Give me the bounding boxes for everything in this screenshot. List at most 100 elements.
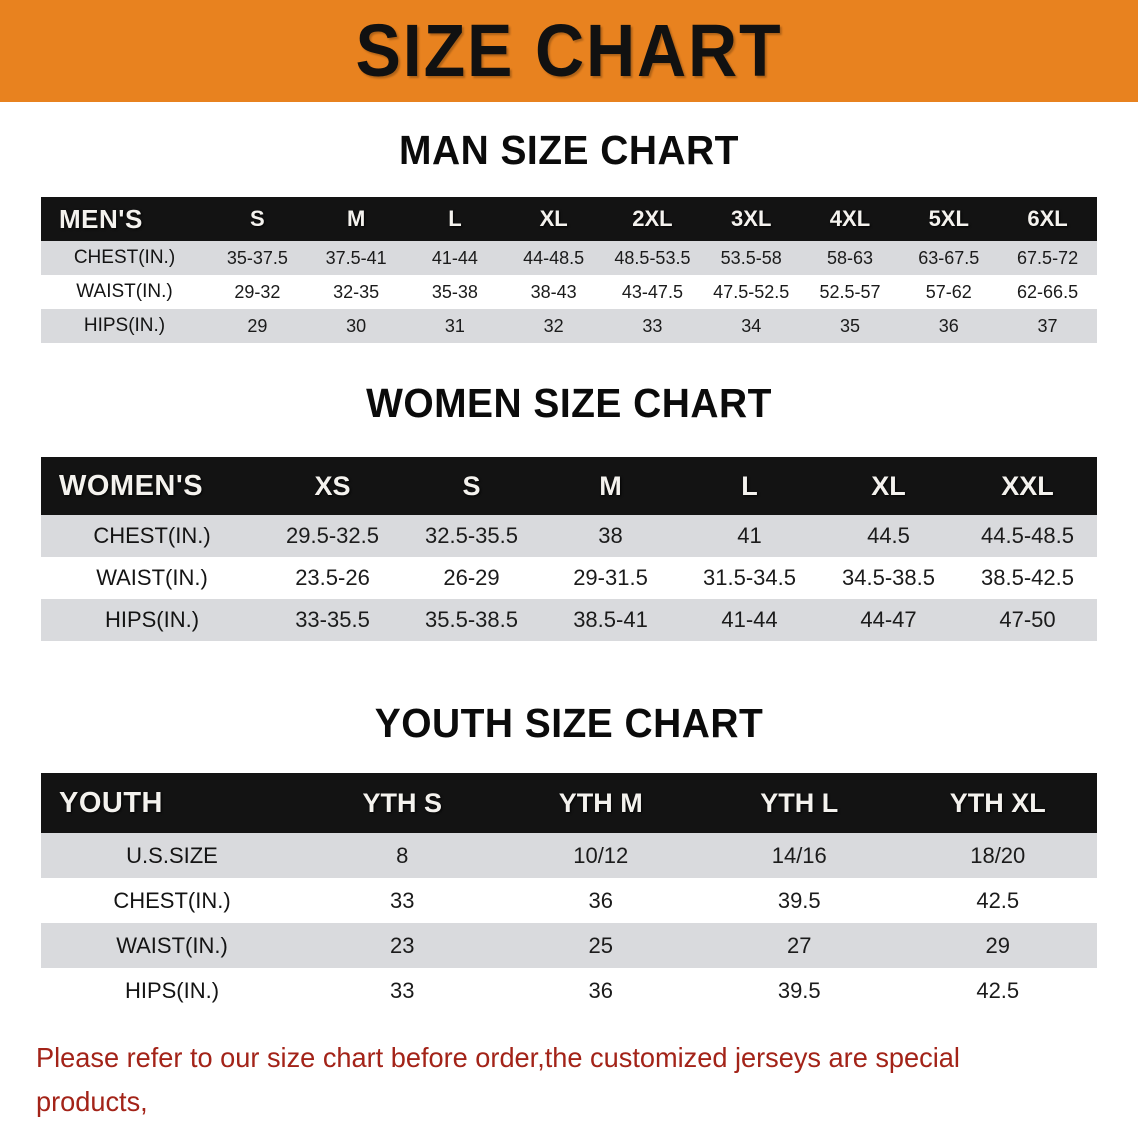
men-measurement-cell: 32	[543, 315, 564, 336]
youth-size-table: YOUTH YTH S YTH M YTH L YTH XL U.S.SIZE 8 10/…	[41, 773, 1097, 1013]
women-measurement-cell: 41-44	[721, 607, 778, 632]
youth-table-row: HIPS(IN.) 33 36 39.5 42.5	[41, 968, 1097, 1013]
men-column-header: 3XL	[731, 206, 772, 231]
men-row-label: CHEST(IN.)	[73, 247, 176, 268]
men-measurement-cell: 34	[741, 315, 762, 336]
women-row-label: WAIST(IN.)	[96, 565, 208, 590]
youth-row-label: HIPS(IN.)	[124, 977, 220, 1003]
youth-measurement-cell: 42.5	[976, 977, 1020, 1003]
women-measurement-cell: 32.5-35.5	[425, 523, 518, 548]
men-measurement-cell: 32-35	[333, 281, 380, 302]
youth-measurement-cell: 14/16	[771, 842, 827, 868]
footer-line-1: Please refer to our size chart before or…	[36, 1042, 960, 1117]
youth-measurement-cell: 10/12	[573, 842, 629, 868]
women-measurement-cell: 38.5-42.5	[981, 565, 1074, 590]
men-row-label: WAIST(IN.)	[76, 281, 173, 302]
men-table-row: CHEST(IN.) 35-37.5 37.5-41 41-44 44-48.5 48.5…	[41, 241, 1097, 275]
men-table-row: WAIST(IN.) 29-32 32-35 35-38 38-43 43-47.5 47.…	[41, 275, 1097, 309]
women-measurement-cell: 31.5-34.5	[703, 565, 796, 590]
men-measurement-cell: 37	[1037, 315, 1058, 336]
men-measurement-cell: 58-63	[826, 247, 873, 268]
men-column-header: S	[250, 206, 265, 231]
men-row-label: HIPS(IN.)	[83, 315, 166, 336]
youth-measurement-cell: 39.5	[777, 887, 821, 913]
youth-row-label: WAIST(IN.)	[116, 932, 228, 958]
men-measurement-cell: 33	[642, 315, 663, 336]
men-measurement-cell: 53.5-58	[720, 247, 782, 268]
men-measurement-cell: 41-44	[431, 247, 478, 268]
youth-measurement-cell: 42.5	[976, 887, 1020, 913]
youth-measurement-cell: 25	[588, 932, 613, 958]
men-table-body: CHEST(IN.) 35-37.5 37.5-41 41-44 44-48.5 48.5…	[41, 241, 1097, 343]
women-table-body: CHEST(IN.) 29.5-32.5 32.5-35.5 38 41 44.5 44.5…	[41, 515, 1097, 641]
section-title-youth: YOUTH SIZE CHART	[374, 700, 764, 746]
youth-measurement-cell: 18/20	[970, 842, 1026, 868]
men-column-header: 2XL	[632, 206, 673, 231]
men-measurement-cell: 48.5-53.5	[614, 247, 691, 268]
women-measurement-cell: 41	[737, 523, 762, 548]
men-table-head: MEN'S S M L XL 2XL 3XL 4XL 5XL 6XL	[41, 197, 1097, 241]
youth-table-row: U.S.SIZE 8 10/12 14/16 18/20	[41, 833, 1097, 878]
women-measurement-cell: 38.5-41	[573, 607, 648, 632]
youth-measurement-cell: 8	[396, 842, 409, 868]
youth-measurement-cell: 36	[588, 977, 613, 1003]
men-measurement-cell: 67.5-72	[1017, 247, 1079, 268]
women-column-header: S	[462, 470, 481, 501]
footer-line-2: we don't accept cancel, change, teturn o…	[36, 1124, 1074, 1132]
youth-measurement-cell: 23	[390, 932, 415, 958]
men-header-row: MEN'S S M L XL 2XL 3XL 4XL 5XL 6XL	[41, 197, 1097, 241]
youth-column-header: YTH S	[362, 787, 442, 818]
banner-title: SIZE CHART	[355, 9, 783, 92]
women-row-label: CHEST(IN.)	[93, 523, 211, 548]
women-measurement-cell: 29-31.5	[573, 565, 648, 590]
women-measurement-cell: 44.5	[867, 523, 910, 548]
footer-disclaimer: Please refer to our size chart before or…	[36, 1036, 1074, 1132]
youth-measurement-cell: 39.5	[777, 977, 821, 1003]
men-measurement-cell: 57-62	[925, 281, 972, 302]
women-column-header: M	[599, 470, 622, 501]
section-title-man: MAN SIZE CHART	[399, 127, 739, 173]
women-measurement-cell: 33-35.5	[295, 607, 370, 632]
men-column-header: 4XL	[829, 206, 871, 231]
youth-column-header: YTH L	[760, 787, 839, 818]
women-table-row: CHEST(IN.) 29.5-32.5 32.5-35.5 38 41 44.5 44.5…	[41, 515, 1097, 557]
men-measurement-cell: 63-67.5	[918, 247, 980, 268]
women-size-table: WOMEN'S XS S M L XL XXL CHEST(IN.) 29.5-32.5 32…	[41, 457, 1097, 641]
youth-measurement-cell: 33	[390, 977, 415, 1003]
youth-table-head: YOUTH YTH S YTH M YTH L YTH XL	[41, 773, 1097, 833]
men-measurement-cell: 47.5-52.5	[713, 281, 790, 302]
women-measurement-cell: 47-50	[999, 607, 1056, 632]
men-measurement-cell: 43-47.5	[621, 281, 683, 302]
youth-column-header: YTH XL	[949, 787, 1046, 818]
women-measurement-cell: 44.5-48.5	[981, 523, 1074, 548]
men-measurement-cell: 36	[938, 315, 959, 336]
women-table-row: HIPS(IN.) 33-35.5 35.5-38.5 38.5-41 41-44 44-…	[41, 599, 1097, 641]
youth-measurement-cell: 29	[985, 932, 1010, 958]
women-measurement-cell: 29.5-32.5	[286, 523, 379, 548]
men-measurement-cell: 31	[444, 315, 465, 336]
youth-table-row: WAIST(IN.) 23 25 27 29	[41, 923, 1097, 968]
women-column-header: XL	[871, 470, 906, 501]
men-measurement-cell: 30	[346, 315, 367, 336]
youth-table-body: U.S.SIZE 8 10/12 14/16 18/20 CHEST(IN.) 33 36 39…	[41, 833, 1097, 1013]
women-measurement-cell: 23.5-26	[295, 565, 370, 590]
men-column-header: 6XL	[1027, 206, 1068, 231]
women-measurement-cell: 34.5-38.5	[842, 565, 935, 590]
youth-column-header: YTH M	[558, 787, 643, 818]
men-measurement-cell: 35	[839, 315, 860, 336]
women-measurement-cell: 26-29	[443, 565, 500, 590]
women-column-header: XXL	[1001, 470, 1054, 501]
men-measurement-cell: 35-37.5	[226, 247, 288, 268]
men-column-header: 5XL	[928, 206, 969, 231]
youth-measurement-cell: 36	[588, 887, 613, 913]
women-row-label: HIPS(IN.)	[104, 607, 200, 632]
men-measurement-cell: 29	[247, 315, 268, 336]
women-measurement-cell: 38	[598, 523, 623, 548]
men-measurement-cell: 29-32	[234, 281, 281, 302]
men-measurement-cell: 37.5-41	[325, 247, 387, 268]
women-table-row: WAIST(IN.) 23.5-26 26-29 29-31.5 31.5-34.5 34…	[41, 557, 1097, 599]
youth-measurement-cell: 33	[390, 887, 415, 913]
men-column-header: L	[448, 206, 462, 231]
men-measurement-cell: 35-38	[431, 281, 478, 302]
